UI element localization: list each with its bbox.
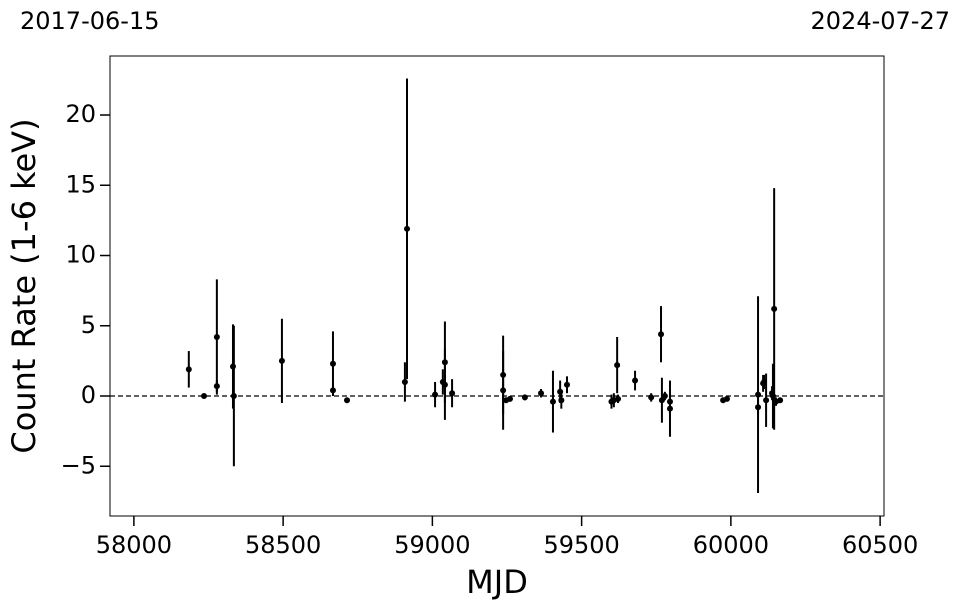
data-point [538,390,545,397]
data-point [500,387,507,394]
data-point [755,404,762,411]
data-point [506,395,513,402]
data-point [632,377,639,384]
data-point [661,393,668,400]
y-tick-label: 15 [65,170,96,198]
start-date: 2017-06-15 [20,7,159,35]
x-tick-label: 59000 [394,531,470,559]
data-point [278,357,285,364]
data-point [658,331,665,338]
y-tick-label: 5 [81,311,96,339]
data-point [185,366,192,373]
data-point [658,397,665,404]
data-point [771,305,778,312]
x-tick-label: 58500 [245,531,321,559]
data-point [777,397,784,404]
data-point [549,398,556,405]
data-point [213,334,220,341]
x-tick-label: 60500 [842,531,918,559]
data-point [648,394,655,401]
plot-frame [109,55,885,517]
x-axis-label: MJD [466,563,528,601]
data-point [329,387,336,394]
data-point [666,405,673,412]
data-point [404,225,411,232]
data-point [201,393,208,400]
data-point [563,381,570,388]
data-point [755,391,762,398]
data-point [723,395,730,402]
data-point [401,378,408,385]
x-tick-label: 58000 [96,531,172,559]
end-date: 2024-07-27 [811,7,950,35]
data-point [449,390,456,397]
data-point [441,381,448,388]
data-point [521,394,528,401]
data-point [344,397,351,404]
x-tick-label: 59500 [543,531,619,559]
y-axis-label: Count Rate (1-6 keV) [5,118,43,453]
y-tick-label: 20 [65,100,96,128]
data-point [614,362,621,369]
data-point [763,397,770,404]
data-point [558,397,565,404]
data-point [432,391,439,398]
y-tick-label: 0 [81,381,96,409]
y-tick-label: 10 [65,241,96,269]
x-tick-label: 60000 [693,531,769,559]
data-point [615,395,622,402]
data-point [329,360,336,367]
y-tick-label: −5 [61,451,96,479]
data-point [230,393,237,400]
data-point [213,383,220,390]
